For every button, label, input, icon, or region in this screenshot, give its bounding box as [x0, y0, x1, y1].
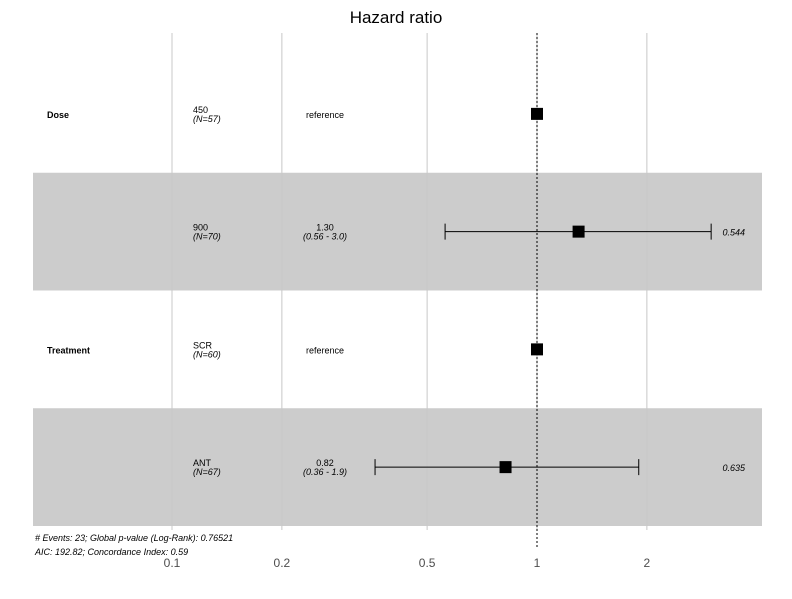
x-tick-label: 1	[534, 556, 541, 570]
n-label: (N=67)	[193, 467, 221, 477]
ci-label: (0.56 - 3.0)	[303, 232, 347, 242]
footer-note: # Events: 23; Global p-value (Log-Rank):…	[35, 533, 233, 543]
p-value-label: 0.635	[722, 463, 746, 473]
n-label: (N=60)	[193, 349, 221, 359]
footer-note: AIC: 192.82; Concordance Index: 0.59	[34, 547, 188, 557]
level-label: 900	[193, 223, 208, 233]
estimate-label: 0.82	[316, 458, 334, 468]
estimate-label: reference	[306, 345, 344, 355]
variable-label: Treatment	[47, 345, 90, 355]
n-label: (N=70)	[193, 232, 221, 242]
hr-point	[531, 107, 543, 120]
estimate-label: 1.30	[316, 223, 334, 233]
hr-point	[572, 225, 585, 238]
x-tick-label: 0.2	[274, 556, 291, 570]
variable-label: Dose	[47, 110, 69, 120]
level-label: 450	[193, 105, 208, 115]
level-label: ANT	[193, 458, 212, 468]
x-tick-label: 0.5	[419, 556, 436, 570]
n-label: (N=57)	[193, 114, 221, 124]
p-value-label: 0.544	[722, 228, 745, 238]
chart-title: Hazard ratio	[350, 8, 443, 27]
ci-label: (0.36 - 1.9)	[303, 467, 347, 477]
x-tick-label: 0.1	[164, 556, 181, 570]
level-label: SCR	[193, 340, 213, 350]
x-tick-label: 2	[644, 556, 651, 570]
hr-point	[531, 343, 543, 356]
hr-point	[499, 461, 512, 474]
estimate-label: reference	[306, 110, 344, 120]
